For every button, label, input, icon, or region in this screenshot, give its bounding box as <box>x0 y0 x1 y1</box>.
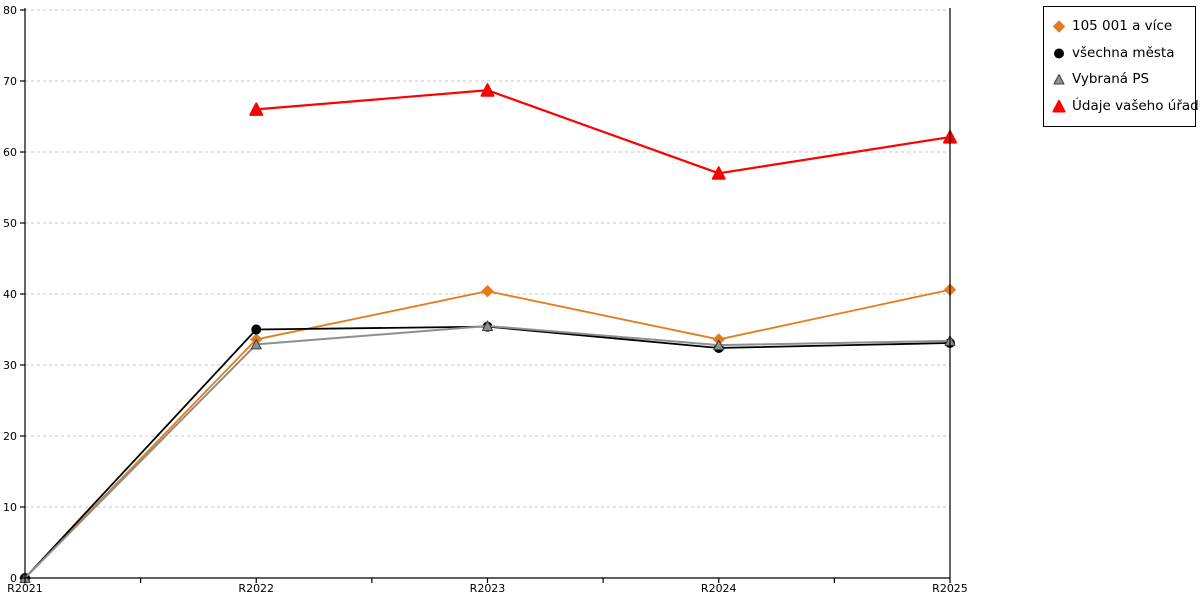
legend-item: Vybraná PS <box>1052 71 1195 87</box>
x-tick-label: R2022 <box>238 582 274 595</box>
x-tick-label: R2021 <box>7 582 43 595</box>
triangle-marker-icon <box>250 338 262 350</box>
y-tick-label: 0 <box>10 572 17 585</box>
x-tick-label: R2023 <box>470 582 506 595</box>
series-circle-1 <box>20 321 955 583</box>
x-tick-label: R2024 <box>701 582 737 595</box>
triangle-marker-icon <box>249 102 264 116</box>
triangle-marker-icon <box>1052 99 1066 113</box>
legend-item: 105 001 a více <box>1052 18 1195 34</box>
legend-item-label: 105 001 a více <box>1072 18 1173 34</box>
axes: 0 10 20 30 40 50 60 70 80 R2021 R2022 R2023 R2024 R20… <box>3 4 968 595</box>
x-tick-label: R2025 <box>932 582 968 595</box>
triangle-marker-icon <box>713 339 725 351</box>
series-line <box>256 89 951 175</box>
y-tick-label: 20 <box>3 430 17 443</box>
y-tick-label: 40 <box>3 288 17 301</box>
y-tick-label: 10 <box>3 501 17 514</box>
y-tick-label: 70 <box>3 75 17 88</box>
legend-item-label: všechna města <box>1072 44 1175 61</box>
circle-marker-icon <box>1052 47 1066 60</box>
legend-item: všechna města <box>1052 44 1195 61</box>
series-layer <box>19 83 957 584</box>
triangle-marker-icon <box>482 320 493 331</box>
triangle-marker-icon <box>480 83 495 97</box>
legend-item-label: Údaje vašeho úřadu <box>1072 97 1200 114</box>
triangle-marker-icon <box>711 166 726 180</box>
diamond-marker-icon <box>481 285 494 298</box>
series-line <box>24 288 951 579</box>
series-line <box>24 325 951 579</box>
series-triangle-3 <box>249 83 957 180</box>
triangle-marker-icon <box>1052 73 1066 86</box>
y-tick-label: 80 <box>3 4 17 17</box>
diamond-marker-icon <box>1052 20 1066 33</box>
series-triangle-2 <box>19 320 956 583</box>
circle-marker-icon <box>251 324 262 335</box>
y-tick-label: 60 <box>3 146 17 159</box>
legend-item-label: Vybraná PS <box>1072 71 1150 87</box>
series-line <box>24 324 951 579</box>
legend: 105 001 a více všechna města Vybraná PS Úda… <box>1043 6 1200 127</box>
y-tick-label: 50 <box>3 217 17 230</box>
y-tick-label: 30 <box>3 359 17 372</box>
legend-item: Údaje vašeho úřadu <box>1052 99 1200 114</box>
